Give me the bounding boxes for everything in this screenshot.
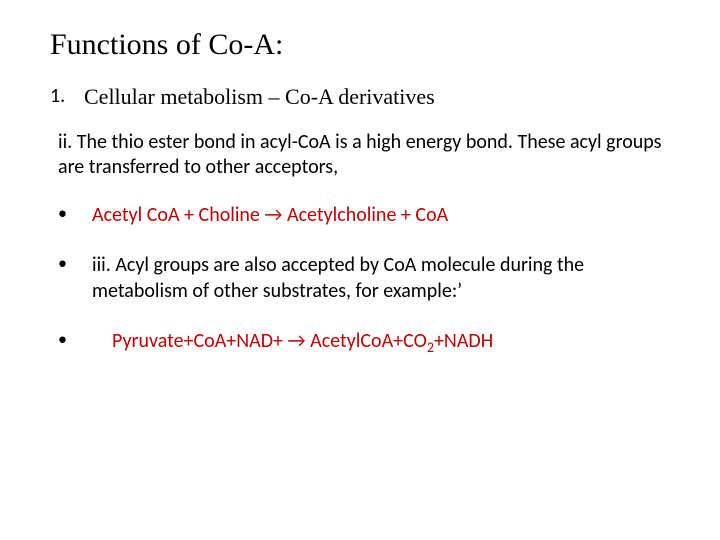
bullet-marker: •: [58, 328, 92, 357]
paragraph-ii: ii. The thio ester bond in acyl-CoA is a…: [58, 130, 670, 180]
paragraph-iii: iii. Acyl groups are also accepted by Co…: [92, 252, 670, 304]
equation-2: Pyruvate+CoA+NAD+ → AcetylCoA+CO2+NADH: [92, 328, 493, 357]
bullet-marker: •: [58, 252, 92, 304]
bullet-equation-2: • Pyruvate+CoA+NAD+ → AcetylCoA+CO2+NADH: [58, 328, 670, 357]
equation-1: Acetyl CoA + Choline → Acetylcholine + C…: [92, 202, 448, 228]
numbered-item-1: 1. Cellular metabolism – Co-A derivative…: [50, 84, 670, 110]
bullet-marker: •: [58, 202, 92, 228]
item-number: 1.: [50, 84, 84, 110]
bullet-paragraph-iii: • iii. Acyl groups are also accepted by …: [58, 252, 670, 304]
eq2-pre: Pyruvate+CoA+NAD+ → AcetylCoA+CO: [112, 329, 427, 353]
slide-title: Functions of Co-A:: [50, 28, 670, 62]
item-text: Cellular metabolism – Co-A derivatives: [84, 84, 435, 110]
eq2-subscript: 2: [427, 339, 434, 356]
eq2-post: +NADH: [434, 329, 493, 353]
bullet-equation-1: • Acetyl CoA + Choline → Acetylcholine +…: [58, 202, 670, 228]
slide: Functions of Co-A: 1. Cellular metabolis…: [0, 0, 720, 540]
